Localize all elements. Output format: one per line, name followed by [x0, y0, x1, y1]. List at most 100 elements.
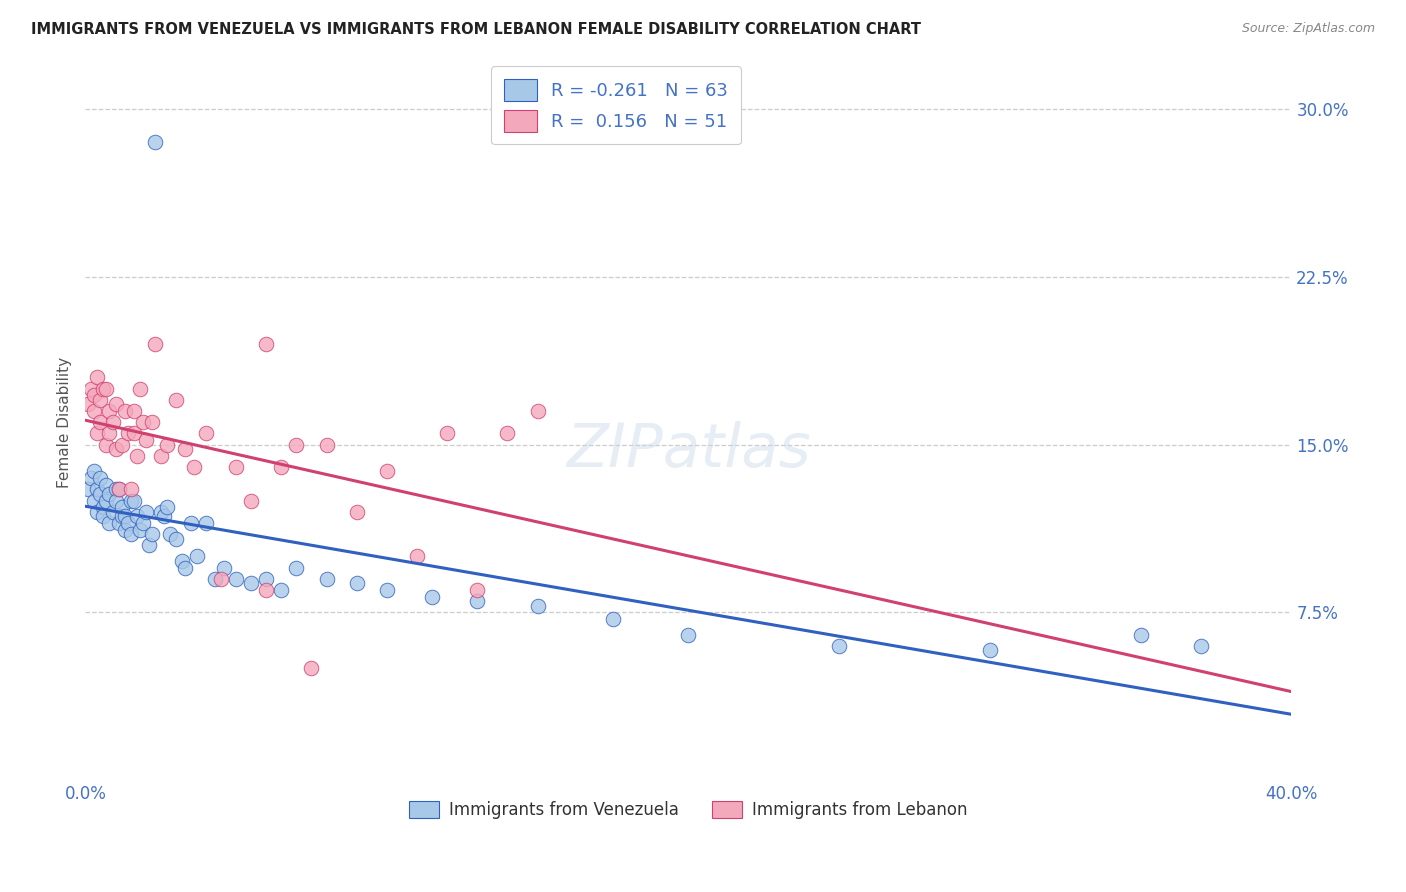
Point	[420, 590, 443, 604]
Point	[156, 500, 179, 515]
Point	[83, 388, 105, 402]
Point	[128, 523, 150, 537]
Point	[285, 560, 308, 574]
Point	[125, 509, 148, 524]
Point	[183, 459, 205, 474]
Point	[83, 464, 105, 478]
Point	[149, 505, 172, 519]
Point	[602, 612, 624, 626]
Point	[240, 576, 263, 591]
Point	[114, 523, 136, 537]
Point	[465, 582, 488, 597]
Point	[110, 437, 132, 451]
Point	[101, 415, 124, 429]
Point	[122, 404, 145, 418]
Point	[117, 426, 139, 441]
Point	[149, 449, 172, 463]
Point	[194, 426, 217, 441]
Point	[86, 426, 108, 441]
Point	[152, 509, 174, 524]
Point	[80, 382, 103, 396]
Point	[212, 560, 235, 574]
Point	[101, 505, 124, 519]
Point	[89, 487, 111, 501]
Point	[96, 478, 118, 492]
Point	[107, 516, 129, 530]
Point	[96, 437, 118, 451]
Point	[107, 483, 129, 497]
Point	[77, 483, 100, 497]
Point	[828, 639, 851, 653]
Point	[114, 404, 136, 418]
Point	[104, 483, 127, 497]
Point	[131, 516, 153, 530]
Point	[346, 576, 368, 591]
Point	[165, 392, 187, 407]
Point	[120, 483, 142, 497]
Point	[406, 549, 429, 564]
Point	[122, 493, 145, 508]
Point	[315, 437, 337, 451]
Point	[1129, 628, 1152, 642]
Point	[301, 661, 323, 675]
Point	[156, 437, 179, 451]
Point	[98, 426, 121, 441]
Point	[270, 459, 292, 474]
Point	[186, 549, 208, 564]
Point	[141, 415, 163, 429]
Point	[135, 505, 157, 519]
Point	[225, 572, 247, 586]
Point	[173, 560, 195, 574]
Point	[159, 527, 181, 541]
Point	[209, 572, 232, 586]
Text: IMMIGRANTS FROM VENEZUELA VS IMMIGRANTS FROM LEBANON FEMALE DISABILITY CORRELATI: IMMIGRANTS FROM VENEZUELA VS IMMIGRANTS …	[31, 22, 921, 37]
Point	[165, 532, 187, 546]
Point	[117, 516, 139, 530]
Point	[436, 426, 458, 441]
Point	[141, 527, 163, 541]
Point	[89, 392, 111, 407]
Point	[93, 500, 115, 515]
Point	[98, 487, 121, 501]
Point	[225, 459, 247, 474]
Point	[110, 509, 132, 524]
Point	[194, 516, 217, 530]
Point	[93, 382, 115, 396]
Point	[270, 582, 292, 597]
Point	[96, 493, 118, 508]
Point	[254, 336, 277, 351]
Point	[86, 483, 108, 497]
Point	[80, 471, 103, 485]
Text: Source: ZipAtlas.com: Source: ZipAtlas.com	[1241, 22, 1375, 36]
Point	[465, 594, 488, 608]
Point	[496, 426, 519, 441]
Point	[979, 643, 1001, 657]
Point	[89, 415, 111, 429]
Text: ZIPatlas: ZIPatlas	[567, 421, 811, 480]
Point	[375, 582, 398, 597]
Point	[143, 136, 166, 150]
Point	[120, 527, 142, 541]
Point	[678, 628, 700, 642]
Point	[104, 397, 127, 411]
Point	[96, 382, 118, 396]
Point	[138, 538, 160, 552]
Y-axis label: Female Disability: Female Disability	[58, 357, 72, 488]
Point	[86, 505, 108, 519]
Point	[346, 505, 368, 519]
Point	[204, 572, 226, 586]
Point	[77, 397, 100, 411]
Point	[254, 572, 277, 586]
Point	[285, 437, 308, 451]
Point	[98, 516, 121, 530]
Point	[120, 493, 142, 508]
Point	[240, 493, 263, 508]
Point	[143, 336, 166, 351]
Point	[93, 509, 115, 524]
Point	[86, 370, 108, 384]
Point	[254, 582, 277, 597]
Point	[128, 382, 150, 396]
Point	[173, 442, 195, 456]
Point	[89, 471, 111, 485]
Point	[135, 433, 157, 447]
